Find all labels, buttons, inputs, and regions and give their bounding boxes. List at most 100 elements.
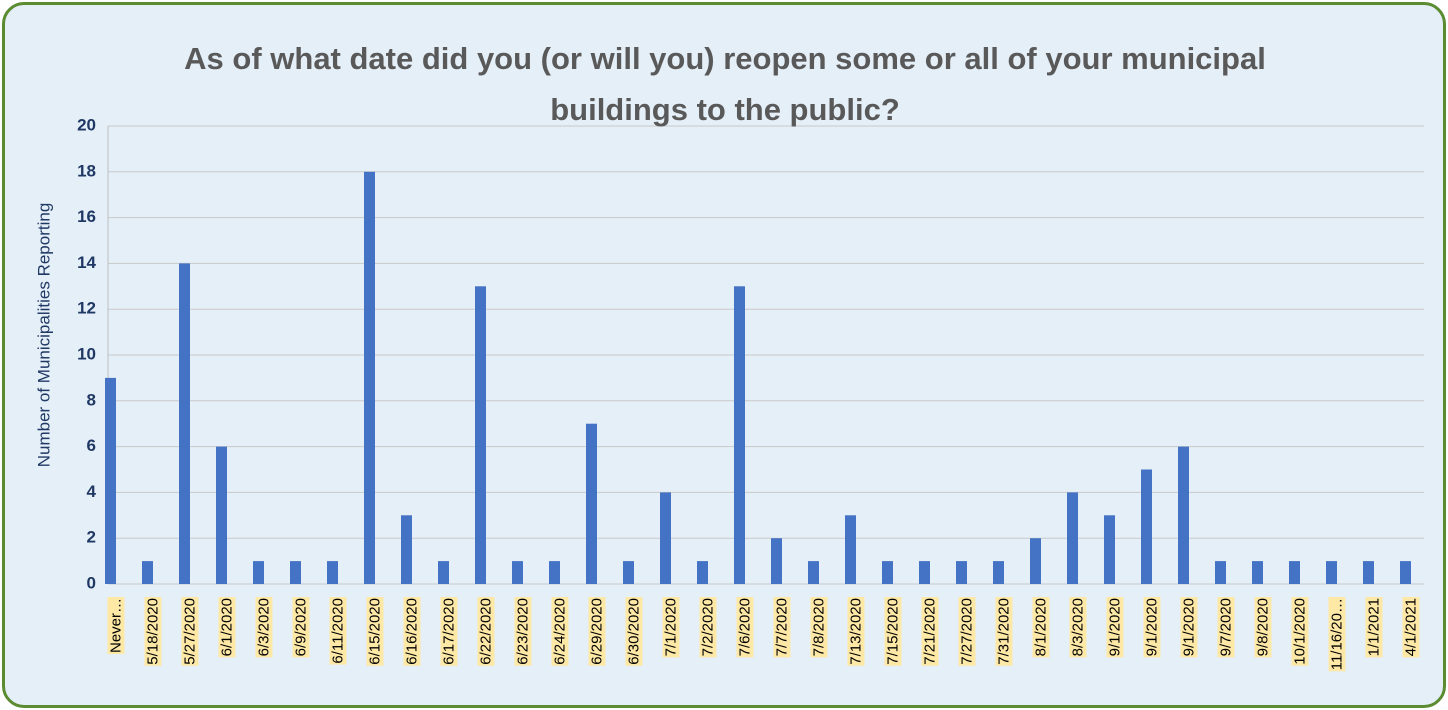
bar xyxy=(1326,561,1337,584)
x-tick: 1/1/2021 xyxy=(1365,597,1383,658)
y-tick-label: 4 xyxy=(87,482,97,501)
x-tick-label: 9/1/2020 xyxy=(1180,598,1197,656)
x-tick: 7/15/2020 xyxy=(884,597,902,666)
x-tick-highlight xyxy=(1180,597,1198,658)
bar xyxy=(1030,538,1041,584)
x-tick: 10/1/2020 xyxy=(1291,597,1309,666)
x-tick-label: 7/27/2020 xyxy=(958,598,975,665)
x-tick-highlight xyxy=(699,597,717,658)
x-tick-label: 6/15/2020 xyxy=(366,598,383,665)
x-tick-highlight xyxy=(440,597,458,666)
x-tick-highlight xyxy=(1143,597,1161,658)
y-axis-label: Number of Municipalities Reporting xyxy=(34,203,53,468)
x-tick-label: 7/6/2020 xyxy=(736,598,753,656)
x-tick-highlight xyxy=(403,597,421,666)
bar xyxy=(808,561,819,584)
x-tick-label: 7/31/2020 xyxy=(995,598,1012,665)
x-tick-highlight xyxy=(995,597,1013,666)
x-tick-highlight xyxy=(1032,597,1050,658)
x-tick: 8/1/2020 xyxy=(1032,597,1050,658)
x-tick-label: 6/30/2020 xyxy=(625,598,642,665)
x-tick-label: 7/8/2020 xyxy=(810,598,827,656)
x-tick: 6/15/2020 xyxy=(366,597,384,666)
x-tick: 7/21/2020 xyxy=(921,597,939,666)
bar xyxy=(1400,561,1411,584)
x-tick-highlight xyxy=(625,597,643,666)
x-tick-highlight xyxy=(810,597,828,658)
x-tick-highlight xyxy=(1402,597,1420,658)
y-tick-label: 16 xyxy=(77,207,96,226)
x-tick-highlight xyxy=(144,597,162,666)
bar xyxy=(919,561,930,584)
x-tick-highlight xyxy=(588,597,606,666)
x-tick-highlight xyxy=(329,597,347,665)
bar xyxy=(1104,515,1115,584)
x-tick: 9/1/2020 xyxy=(1180,597,1198,658)
x-tick-label: Never… xyxy=(107,598,124,653)
x-tick: 6/29/2020 xyxy=(588,597,606,666)
x-tick: Never… xyxy=(107,597,125,655)
x-tick-highlight xyxy=(1365,597,1383,658)
x-tick-highlight xyxy=(773,597,791,658)
bar xyxy=(1067,492,1078,584)
x-tick-highlight xyxy=(1291,597,1309,666)
x-tick: 9/1/2020 xyxy=(1106,597,1124,658)
bar xyxy=(1363,561,1374,584)
x-tick-label: 5/18/2020 xyxy=(144,598,161,665)
x-tick-label: 6/17/2020 xyxy=(440,598,457,665)
x-tick: 6/24/2020 xyxy=(551,597,569,666)
x-tick: 5/27/2020 xyxy=(181,597,199,666)
bar xyxy=(697,561,708,584)
x-tick-label: 9/8/2020 xyxy=(1254,598,1271,656)
bar xyxy=(586,423,597,584)
x-tick-highlight xyxy=(366,597,384,666)
x-tick-highlight xyxy=(662,597,680,658)
x-tick-highlight xyxy=(736,597,754,658)
bar xyxy=(845,515,856,584)
bar xyxy=(364,171,375,585)
x-tick-highlight xyxy=(1106,597,1124,658)
x-tick-label: 8/3/2020 xyxy=(1069,598,1086,656)
x-tick-label: 10/1/2020 xyxy=(1291,598,1308,665)
x-tick-highlight xyxy=(292,597,310,658)
x-tick-label: 9/7/2020 xyxy=(1217,598,1234,656)
bar xyxy=(216,446,227,584)
bar xyxy=(993,561,1004,584)
x-tick-label: 7/21/2020 xyxy=(921,598,938,665)
bar xyxy=(882,561,893,584)
x-tick-label: 8/1/2020 xyxy=(1032,598,1049,656)
bar xyxy=(438,561,449,584)
x-tick: 6/22/2020 xyxy=(477,597,495,666)
x-tick-label: 9/1/2020 xyxy=(1143,598,1160,656)
bar xyxy=(105,377,116,584)
bar xyxy=(327,561,338,584)
x-tick-highlight xyxy=(181,597,199,666)
x-tick-label: 5/27/2020 xyxy=(181,598,198,665)
x-tick-label: 7/7/2020 xyxy=(773,598,790,656)
x-tick: 7/1/2020 xyxy=(662,597,680,658)
bar xyxy=(1178,446,1189,584)
y-tick-label: 8 xyxy=(87,390,96,409)
x-tick-highlight xyxy=(1254,597,1272,658)
x-tick-highlight xyxy=(1217,597,1235,658)
x-tick-label: 9/1/2020 xyxy=(1106,598,1123,656)
x-tick: 9/8/2020 xyxy=(1254,597,1272,658)
bar xyxy=(1141,469,1152,584)
x-tick-label: 6/24/2020 xyxy=(551,598,568,665)
x-tick: 6/16/2020 xyxy=(403,597,421,666)
x-tick-label: 7/2/2020 xyxy=(699,598,716,656)
x-tick-highlight xyxy=(921,597,939,666)
x-tick: 6/30/2020 xyxy=(625,597,643,666)
y-tick-label: 18 xyxy=(77,161,96,180)
x-tick-label: 6/22/2020 xyxy=(477,598,494,665)
x-tick-label: 6/23/2020 xyxy=(514,598,531,665)
x-tick: 6/23/2020 xyxy=(514,597,532,666)
x-tick: 6/11/2020 xyxy=(329,597,347,665)
x-tick-label: 11/16/20… xyxy=(1328,598,1345,670)
y-tick-label: 0 xyxy=(87,573,96,592)
x-tick-label: 7/1/2020 xyxy=(662,598,679,656)
bar xyxy=(475,286,486,584)
bar xyxy=(660,492,671,584)
y-tick-label: 10 xyxy=(77,344,96,363)
